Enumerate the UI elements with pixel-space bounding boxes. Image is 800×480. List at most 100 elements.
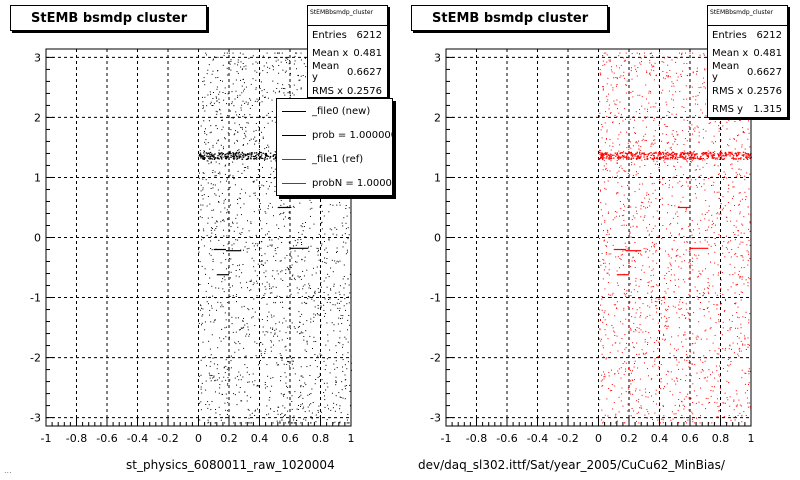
scatter-point	[637, 67, 639, 68]
scatter-point	[688, 313, 689, 315]
scatter-point	[631, 260, 633, 262]
scatter-point	[648, 92, 650, 94]
scatter-point	[705, 200, 707, 201]
scatter-point	[331, 259, 333, 261]
scatter-point	[724, 392, 726, 394]
scatter-point	[602, 385, 604, 387]
scatter-point	[219, 109, 221, 111]
scatter-point	[241, 272, 243, 274]
scatter-point	[655, 305, 656, 307]
scatter-point	[653, 139, 655, 141]
scatter-point	[704, 214, 706, 215]
scatter-point	[319, 373, 321, 375]
scatter-point	[635, 174, 637, 176]
scatter-point	[649, 233, 650, 235]
scatter-point	[236, 71, 238, 73]
scatter-point	[210, 321, 212, 323]
scatter-point	[722, 348, 724, 350]
scatter-point	[272, 66, 274, 68]
scatter-point	[277, 82, 279, 84]
band-point	[644, 158, 646, 160]
scatter-point	[276, 362, 278, 364]
scatter-point	[305, 222, 306, 223]
scatter-point	[210, 82, 212, 84]
scatter-point	[262, 331, 264, 333]
scatter-point	[201, 307, 202, 309]
scatter-point	[696, 290, 698, 292]
scatter-point	[288, 308, 290, 309]
scatter-point	[235, 317, 237, 319]
scatter-point	[650, 201, 652, 203]
scatter-point	[667, 64, 669, 66]
scatter-point	[206, 160, 208, 162]
scatter-point	[674, 205, 676, 207]
scatter-point	[340, 300, 342, 302]
scatter-point	[624, 288, 625, 290]
scatter-point	[308, 246, 309, 248]
scatter-point	[737, 414, 739, 416]
scatter-point	[714, 350, 716, 352]
scatter-point	[741, 421, 743, 423]
scatter-point	[626, 224, 627, 226]
scatter-point	[749, 406, 751, 408]
scatter-point	[651, 52, 652, 54]
scatter-point	[656, 161, 658, 163]
scatter-point	[308, 287, 310, 289]
scatter-point	[260, 261, 262, 263]
scatter-point	[339, 202, 341, 204]
band-point	[749, 154, 751, 156]
scatter-point	[697, 103, 699, 105]
scatter-point	[629, 391, 631, 393]
scatter-point	[598, 313, 600, 315]
scatter-point	[324, 249, 326, 251]
scatter-point	[734, 292, 736, 294]
scatter-point	[604, 220, 606, 222]
scatter-point	[718, 213, 720, 215]
scatter-point	[606, 129, 608, 131]
scatter-point	[333, 285, 335, 287]
band-point	[266, 154, 268, 156]
scatter-point	[317, 355, 319, 357]
band-point	[243, 153, 245, 155]
scatter-point	[263, 294, 265, 296]
scatter-point	[314, 291, 316, 293]
scatter-point	[731, 197, 733, 199]
scatter-point	[229, 379, 231, 381]
scatter-point	[668, 255, 670, 257]
scatter-point	[328, 408, 329, 410]
scatter-point	[731, 151, 733, 153]
scatter-point	[666, 75, 668, 77]
scatter-point	[619, 201, 621, 202]
scatter-point	[651, 66, 653, 68]
band-point	[273, 154, 275, 156]
scatter-point	[291, 422, 293, 424]
band-point	[736, 153, 738, 155]
band-point	[691, 156, 693, 158]
scatter-point	[229, 277, 231, 279]
scatter-point	[229, 337, 230, 339]
band-point	[684, 152, 686, 154]
scatter-point	[619, 215, 620, 217]
scatter-point	[258, 385, 260, 387]
scatter-point	[202, 341, 204, 343]
scatter-point	[741, 223, 743, 225]
scatter-point	[622, 405, 624, 407]
scatter-point	[637, 94, 639, 96]
scatter-point	[288, 217, 290, 218]
scatter-point	[632, 225, 634, 227]
scatter-point	[211, 305, 212, 307]
scatter-point	[266, 281, 268, 283]
scatter-point	[235, 90, 237, 92]
scatter-point	[274, 186, 276, 187]
scatter-point	[735, 390, 737, 392]
scatter-point	[689, 137, 691, 139]
scatter-point	[636, 400, 638, 402]
scatter-point	[722, 196, 724, 198]
scatter-point	[695, 179, 697, 181]
scatter-point	[645, 396, 647, 398]
scatter-point	[734, 121, 736, 122]
scatter-point	[719, 207, 721, 209]
scatter-point	[342, 278, 344, 280]
scatter-point	[214, 320, 216, 321]
band-point	[665, 157, 667, 159]
